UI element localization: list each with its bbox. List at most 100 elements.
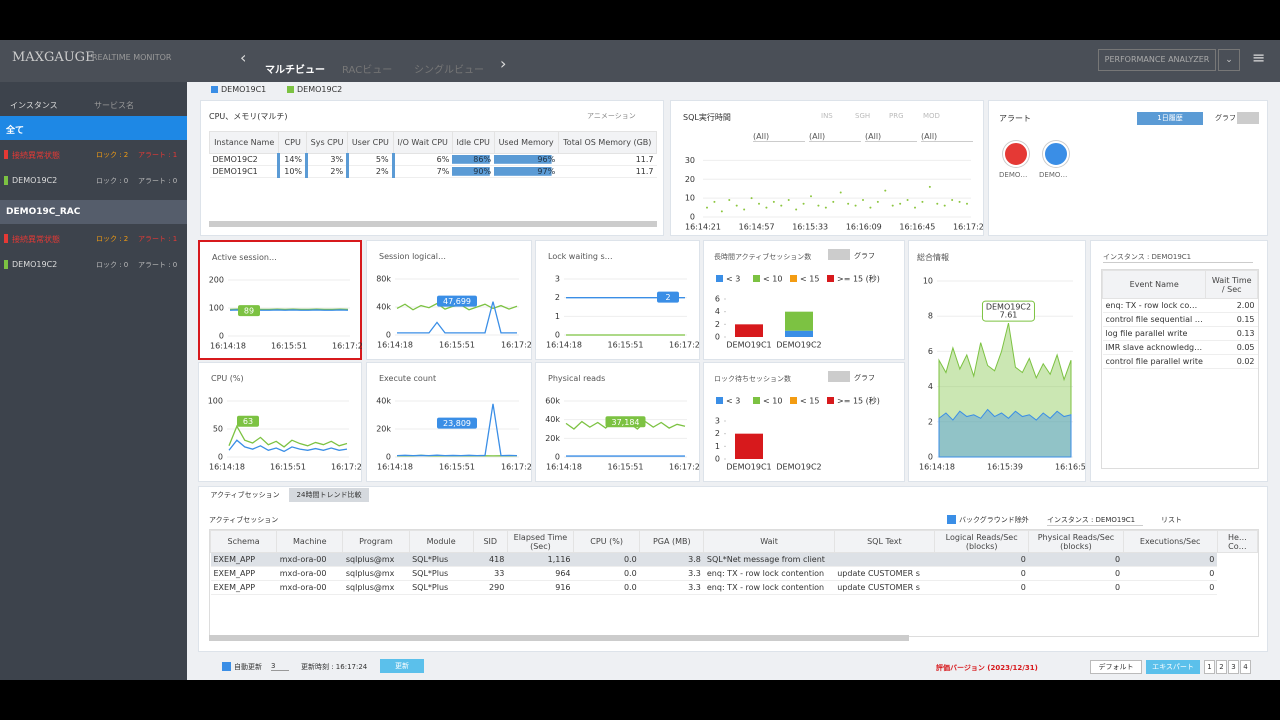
tab[interactable]: アクティブセッション [205, 488, 285, 502]
legend-label: < 3 [726, 275, 740, 284]
cell: control file sequential … [1102, 312, 1206, 327]
column-header: Program [342, 530, 410, 553]
y-tick-label: 2 [715, 429, 720, 438]
toggle[interactable] [1237, 112, 1259, 124]
interval[interactable]: 3 [271, 662, 289, 671]
dropdown[interactable]: ⌄ [1218, 49, 1240, 71]
chart: 0 20k 40k 16:14:18 16:15:51 16:17:21 23,809 [376, 397, 531, 472]
cell: 3% [305, 153, 348, 166]
lock: ロック : 0 [96, 177, 129, 185]
y-tick-label: 80k [376, 275, 391, 284]
y-tick-label: 0 [928, 453, 933, 462]
value-label: 7.61 [1000, 311, 1018, 320]
update-time: 更新時刻 : 16:17:24 [301, 663, 368, 671]
instance-name[interactable]: 接続異常状態 [12, 235, 60, 244]
point [839, 191, 842, 194]
cell [834, 552, 935, 567]
chart: 0 20k 40k 60k 16:14:18 16:15:51 16:17:21 37,184 [545, 397, 699, 472]
graph-label: グラフ [854, 252, 875, 260]
tab[interactable]: RACビュー [342, 65, 393, 76]
y-tick-label: 0 [386, 331, 391, 340]
cell: 90% [452, 165, 495, 178]
instance-name[interactable]: 接続異常状態 [12, 151, 60, 160]
checkbox[interactable] [222, 662, 231, 671]
y-tick-label: 3 [555, 275, 560, 284]
instance-name[interactable]: DEMO19C2 [12, 260, 58, 269]
history-button[interactable]: 1日履歴 [1137, 112, 1203, 125]
cell: enq: TX - row lock co… [1102, 298, 1206, 313]
cell: 86% [452, 153, 495, 166]
chart-title: 長時間アクティブセッション数 [714, 253, 812, 261]
x-tick-label: DEMO19C1 [726, 463, 771, 472]
point [758, 202, 760, 205]
value-tag [237, 415, 259, 427]
checkbox[interactable] [947, 515, 956, 524]
mini-chart: Session logical… 0 40k 80k 16:14:18 16:15:51 1… [366, 240, 532, 360]
x-tick-label: DEMO19C2 [776, 341, 821, 350]
page-button[interactable]: 1 [1204, 660, 1215, 674]
x-tick-label: 16:14:18 [546, 463, 582, 472]
area [938, 408, 1072, 458]
y-tick-label: 10 [685, 194, 695, 203]
toggle[interactable] [828, 371, 850, 382]
point [862, 199, 864, 202]
instance-tab[interactable]: DEMO19C1 [221, 85, 267, 94]
menu-icon[interactable]: ≡ [1252, 48, 1266, 67]
scrollbar [209, 221, 657, 227]
alert: アラート : 1 [138, 151, 178, 159]
back-icon[interactable]: ‹ [240, 48, 247, 67]
next-icon[interactable]: › [500, 54, 507, 73]
cell: log file parallel write [1102, 326, 1206, 341]
x-tick-label: 16:16:57 [1055, 463, 1085, 472]
animation-toggle[interactable]: アニメーション [587, 112, 636, 120]
instance-icon[interactable] [1043, 141, 1069, 167]
group-header[interactable]: DEMO19C_RAC [0, 200, 187, 224]
checkbox[interactable]: MOD [923, 112, 940, 120]
alert-panel: アラート 1日履歴 グラフ DEMO… DEMO… [988, 100, 1268, 236]
update-button[interactable]: 更新 [380, 659, 424, 673]
cell: enq: TX - row lock contention [703, 566, 835, 581]
tab-marker [287, 86, 294, 93]
filter[interactable]: (All) [921, 132, 973, 142]
chart-title: Session logical… [379, 252, 447, 261]
column-header: SID [472, 530, 508, 553]
radio[interactable]: インスタンス [10, 101, 58, 110]
page-button[interactable]: 3 [1228, 660, 1239, 674]
filter[interactable]: (All) [809, 132, 861, 142]
chart-title: ロック待ちセッション数 [714, 375, 791, 383]
x-tick-label: 16:17:21 [332, 342, 362, 351]
instance-select[interactable]: インスタンス : DEMO19C1 [1103, 252, 1253, 263]
y-tick-label: 20k [545, 434, 560, 443]
cell: 0 [1028, 552, 1124, 567]
checkbox[interactable]: INS [821, 112, 833, 120]
x-tick-label: 16:15:51 [271, 342, 307, 351]
instance-icon[interactable] [1003, 141, 1029, 167]
tab[interactable]: 24時間トレンド比較 [289, 488, 369, 502]
filter[interactable]: (All) [865, 132, 917, 142]
tab[interactable]: マルチビュー [265, 65, 325, 76]
filter[interactable]: (All) [753, 132, 805, 142]
group-header[interactable]: 全て [0, 116, 187, 140]
point [966, 202, 968, 205]
toggle[interactable] [828, 249, 850, 260]
line [228, 424, 348, 448]
x-tick-label: 16:15:51 [439, 463, 475, 472]
bar [785, 330, 813, 337]
instance-tab[interactable]: DEMO19C2 [297, 85, 343, 94]
value-label: 2 [665, 293, 670, 302]
y-tick-label: 4 [715, 307, 720, 316]
instance-label: DEMO… [999, 171, 1028, 179]
instance-name[interactable]: DEMO19C2 [12, 176, 58, 185]
cell: SQL*Plus [409, 566, 474, 581]
instance-select[interactable]: インスタンス : DEMO19C1 [1047, 515, 1143, 526]
default-button[interactable]: デフォルト [1090, 660, 1142, 674]
checkbox[interactable]: SGH [855, 112, 871, 120]
expert-button[interactable]: エキスパート [1146, 660, 1200, 674]
page-button[interactable]: 2 [1216, 660, 1227, 674]
radio[interactable]: サービス名 [94, 101, 134, 110]
analyzer-button[interactable]: PERFORMANCE ANALYZER [1098, 49, 1216, 71]
page-button[interactable]: 4 [1240, 660, 1251, 674]
tab[interactable]: シングルビュー [414, 65, 484, 76]
point [914, 206, 916, 209]
checkbox[interactable]: PRG [889, 112, 904, 120]
